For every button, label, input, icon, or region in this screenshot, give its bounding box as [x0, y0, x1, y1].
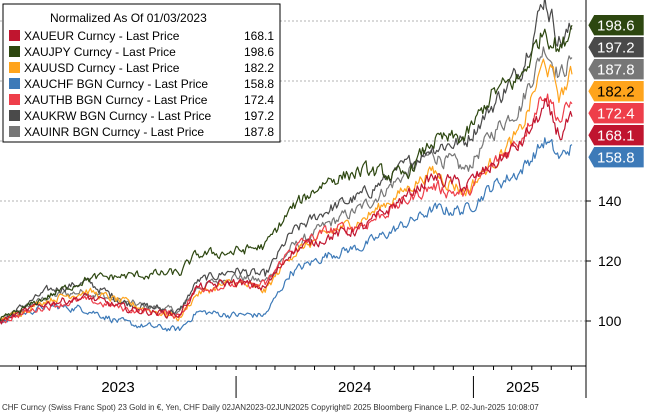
flag-label: 158.8 — [597, 150, 635, 167]
flag-shape — [587, 102, 645, 124]
last-value-flag: 198.6 — [587, 14, 645, 36]
legend-title: Normalized As Of 01/03/2023 — [50, 11, 207, 25]
legend-swatch — [9, 126, 20, 137]
flag-shape — [587, 14, 645, 36]
flag-shape — [587, 146, 645, 168]
flag-label: 168.1 — [597, 128, 635, 145]
x-tick-label: 2024 — [338, 379, 371, 396]
legend-series-value: 187.8 — [244, 125, 274, 139]
legend-swatch — [9, 94, 20, 105]
legend-series-name: XAUKRW BGN Curncy - Last Price — [24, 109, 211, 123]
series-line — [0, 98, 573, 325]
flag-shape — [587, 58, 645, 80]
legend-series-value: 158.8 — [244, 77, 274, 91]
last-value-flag: 168.1 — [587, 124, 645, 146]
legend-series-name: XAUCHF BGN Curncy - Last Price — [24, 77, 208, 91]
x-tick-label: 2023 — [101, 379, 134, 396]
flag-shape — [587, 36, 645, 58]
flag-label: 197.2 — [597, 40, 635, 57]
y-tick-label: 100 — [598, 313, 622, 329]
last-value-flag: 158.8 — [587, 146, 645, 168]
legend-swatch — [9, 62, 20, 73]
last-value-flag: 187.8 — [587, 58, 645, 80]
legend-series-value: 172.4 — [244, 93, 274, 107]
legend-series-value: 198.6 — [244, 45, 274, 59]
flag-shape — [587, 124, 645, 146]
flag-label: 182.2 — [597, 84, 635, 101]
y-tick-labels: 100 120 140 — [586, 193, 622, 329]
legend-series-name: XAUJPY Curncy - Last Price — [24, 45, 176, 59]
last-value-flags: 197.2 187.8 172.4 182.2 168.1 158.8 198.6 — [587, 14, 645, 168]
flag-shape — [587, 80, 645, 102]
x-tick-label: 2025 — [506, 379, 539, 396]
legend: Normalized As Of 01/03/2023 XAUEUR Curnc… — [2, 3, 281, 143]
last-value-flag: 182.2 — [587, 80, 645, 102]
series-line — [0, 46, 573, 322]
legend-series-name: XAUUSD Curncy - Last Price — [24, 61, 180, 75]
series-line — [0, 24, 573, 322]
x-tick-labels: 2023 2024 2025 — [18, 366, 572, 398]
last-value-flag: 172.4 — [587, 102, 645, 124]
flag-label: 198.6 — [597, 18, 635, 35]
legend-swatch — [9, 78, 20, 89]
legend-series-value: 182.2 — [244, 61, 274, 75]
flag-label: 172.4 — [597, 106, 635, 123]
legend-series-name: XAUINR BGN Curncy - Last Price — [24, 125, 204, 139]
legend-swatch — [9, 30, 20, 41]
legend-swatch — [9, 46, 20, 57]
flag-label: 187.8 — [597, 62, 635, 79]
legend-series-name: XAUEUR Curncy - Last Price — [24, 29, 180, 43]
series-lines — [0, 0, 573, 332]
legend-box — [2, 3, 281, 143]
series-line — [0, 0, 573, 322]
y-tick-label: 120 — [598, 253, 622, 269]
series-line — [0, 137, 573, 332]
footer-text: CHF Curncy (Swiss Franc Spot) 23 Gold in… — [2, 403, 539, 412]
last-value-flag: 197.2 — [587, 36, 645, 58]
legend-series-name: XAUTHB BGN Curncy - Last Price — [24, 93, 208, 107]
series-line — [0, 93, 573, 324]
legend-series-value: 197.2 — [244, 109, 274, 123]
legend-series-value: 168.1 — [244, 29, 274, 43]
y-tick-label: 140 — [598, 193, 622, 209]
legend-swatch — [9, 110, 20, 121]
